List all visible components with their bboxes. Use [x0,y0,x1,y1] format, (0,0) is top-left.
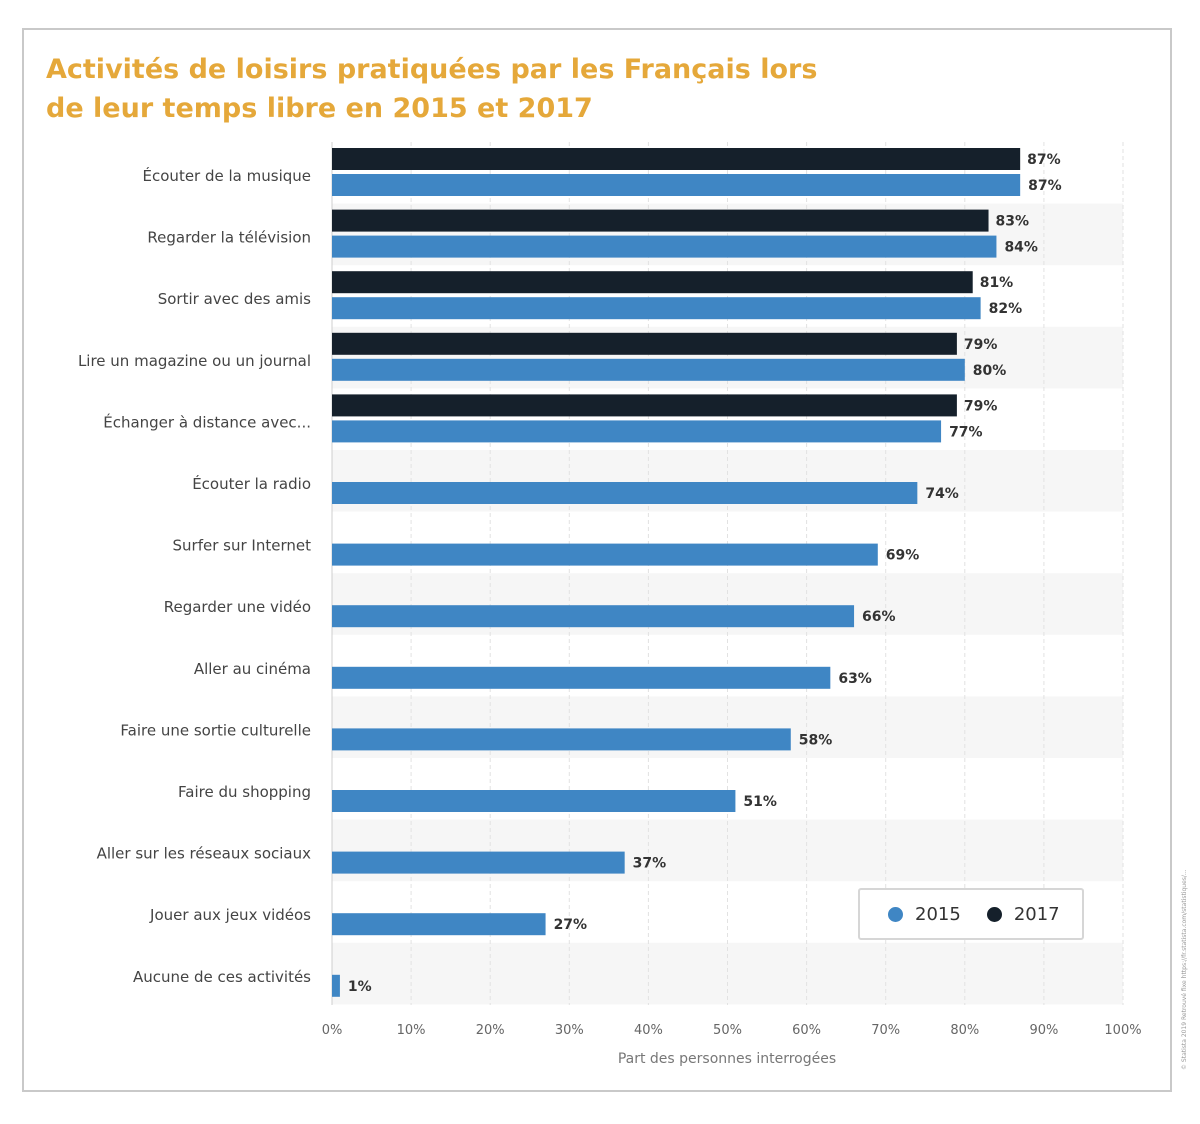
x-axis-title: Part des personnes interrogées [618,1051,836,1067]
category-label: Aller au cinéma [194,660,311,678]
data-label-2015: 74% [925,486,959,502]
bar-2015 [332,358,965,381]
category-label: Jouer aux jeux vidéos [149,906,311,924]
data-label-2015: 27% [554,917,588,933]
bar-2015 [332,605,855,628]
data-label-2015: 77% [949,424,983,440]
category-label: Écouter la radio [192,474,311,493]
category-label: Échanger à distance avec... [103,412,311,431]
bar-2015 [332,913,546,936]
legend-label-2017: 2017 [1013,903,1060,925]
x-tick-label: 0% [322,1023,343,1038]
x-tick-label: 10% [397,1023,426,1038]
bar-2015 [332,666,831,689]
data-label-2015: 58% [799,732,833,748]
data-label-2015: 82% [989,301,1023,317]
bar-2015 [332,420,942,443]
row-band [332,942,1123,1005]
bar-2015 [332,543,878,566]
x-tick-label: 40% [634,1023,663,1038]
category-label: Regarder la télévision [147,229,311,247]
data-label-2015: 80% [973,363,1007,379]
data-label-2017: 83% [996,214,1030,230]
bar-2017 [332,271,973,294]
x-tick-label: 50% [713,1023,742,1038]
data-label-2015: 87% [1028,178,1062,194]
bar-2017 [332,209,989,232]
legend: 2015 2017 [858,888,1084,940]
x-tick-label: 30% [555,1023,584,1038]
legend-swatch-2015 [888,906,903,922]
data-label-2015: 66% [862,609,896,625]
data-label-2017: 81% [980,275,1014,291]
chart-title: Activités de loisirs pratiquées par les … [46,50,946,128]
category-label: Écouter de la musique [143,166,311,185]
chart-title-line-2: de leur temps libre en 2015 et 2017 [46,93,593,124]
category-label: Faire du shopping [178,783,311,801]
chart-title-line-1: Activités de loisirs pratiquées par les … [46,54,818,85]
bar-2015 [332,174,1021,196]
x-tick-label: 80% [950,1023,979,1038]
category-label: Aucune de ces activités [133,968,311,986]
data-label-2017: 79% [964,398,998,414]
bar-2017 [332,394,957,417]
bar-2015 [332,235,997,258]
legend-swatch-2017 [986,906,1002,922]
x-tick-label: 20% [476,1023,505,1038]
category-label: Surfer sur Internet [173,537,312,555]
legend-item-2017: 2017 [986,903,1060,925]
bar-2015 [332,790,736,812]
x-tick-label: 60% [792,1023,821,1038]
x-tick-label: 90% [1029,1023,1058,1038]
x-tick-label: 100% [1104,1023,1141,1038]
data-label-2015: 51% [743,794,777,810]
data-label-2015: 1% [348,979,372,995]
bar-2017 [332,148,1021,170]
bar-2015 [332,851,625,874]
data-label-2015: 69% [886,548,920,564]
bar-2015 [332,482,918,504]
bar-2015 [332,974,340,997]
category-label: Aller sur les réseaux sociaux [97,845,312,863]
category-label: Regarder une vidéo [164,598,311,616]
bar-2017 [332,332,957,355]
data-label-2015: 37% [633,856,667,872]
source-note-text: © Statista 2019 Retrouvé fixe https://fr… [1181,869,1188,1070]
data-label-2017: 87% [1027,152,1061,168]
bar-2015 [332,297,981,320]
category-label: Lire un magazine ou un journal [78,352,311,370]
x-tick-label: 70% [871,1023,900,1038]
source-note: © Statista 2019 Retrouvé fixe https://fr… [1178,640,1192,1080]
legend-label-2015: 2015 [915,903,961,925]
bar-2015 [332,728,791,751]
category-label: Sortir avec des amis [158,290,311,308]
category-label: Faire une sortie culturelle [120,721,311,739]
data-label-2017: 79% [964,337,998,353]
legend-item-2015: 2015 [888,904,961,925]
data-label-2015: 63% [838,671,872,687]
data-label-2015: 84% [1004,240,1038,256]
